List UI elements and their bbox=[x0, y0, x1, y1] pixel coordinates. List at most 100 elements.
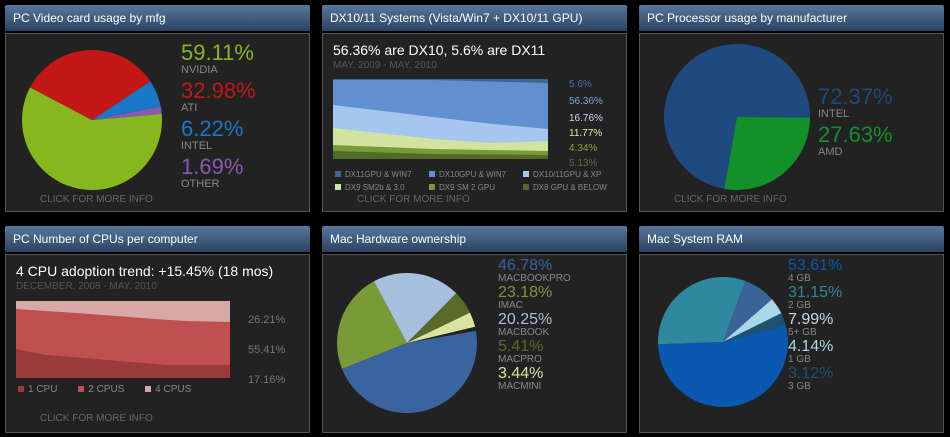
pie-slice-5-gb bbox=[723, 280, 772, 342]
legend-item: 4 CPUS bbox=[145, 384, 191, 395]
more-info-link[interactable]: CLICK FOR MORE INFO bbox=[674, 194, 787, 205]
date-range: DECEMBER, 2008 - MAY, 2010 bbox=[16, 281, 157, 292]
value-nvidia: 59.11% bbox=[181, 40, 254, 65]
legend-item: 1 CPU bbox=[18, 384, 57, 395]
panel-title: PC Number of CPUs per computer bbox=[5, 226, 310, 252]
pie-slice-3-gb bbox=[723, 313, 786, 342]
pie-slice-1-gb bbox=[723, 299, 782, 342]
legend-item: DX9 SM 2 GPU bbox=[429, 183, 523, 192]
pie-slice-macbookpro bbox=[341, 330, 477, 413]
gpu-legend: 59.11% NVIDIA 32.98% ATI 6.22% INTEL 1.69% O… bbox=[181, 42, 256, 194]
pie-slice-macmini bbox=[407, 312, 476, 343]
value-1-cpu: 17.16% bbox=[248, 374, 286, 386]
panel-num-cpus[interactable]: PC Number of CPUs per computer 4 CPU ado… bbox=[5, 226, 310, 433]
dx-area-chart bbox=[333, 79, 548, 159]
label-macbook: MACBOOK bbox=[498, 327, 550, 338]
label-macbookpro: MACBOOKPRO bbox=[498, 273, 571, 284]
pie-slice-ati bbox=[30, 50, 151, 120]
legend-item: 2 CPUS bbox=[78, 384, 124, 395]
pie-slice-4-gb bbox=[658, 325, 788, 407]
value-dx10-xp: 16.76% bbox=[569, 113, 603, 124]
label-2gb: 2 GB bbox=[788, 300, 811, 311]
ram-legend: 53.61% 4 GB 31.15% 2 GB 7.99% 5+ GB 4.14% 1 … bbox=[788, 257, 843, 394]
mac-legend: 46.78% MACBOOKPRO 23.18% IMAC 20.25% MACBOO… bbox=[498, 257, 571, 394]
pie-slice-macbook bbox=[373, 273, 457, 343]
panel-mac-ram[interactable]: Mac System RAM 53.61% 4 GB 31.15% 2 GB 7.9… bbox=[639, 226, 944, 433]
headline: 56.36% are DX10, 5.6% are DX11 bbox=[333, 42, 546, 58]
value-4-cpus: 26.21% bbox=[248, 314, 286, 326]
value-ati: 32.98% bbox=[181, 78, 256, 103]
legend-item: DX8 GPU & BELOW bbox=[523, 183, 623, 192]
value-imac: 23.18% bbox=[498, 284, 553, 301]
legend-item: DX11GPU & WIN7 bbox=[335, 170, 429, 179]
value-5plus-gb: 7.99% bbox=[788, 311, 834, 328]
more-info-link[interactable]: CLICK FOR MORE INFO bbox=[40, 413, 153, 424]
more-info-link[interactable]: CLICK FOR MORE INFO bbox=[40, 194, 153, 205]
value-macmini: 3.44% bbox=[498, 365, 544, 382]
dx-legend: DX11GPU & WIN7 DX10GPU & WIN7 DX10/11GPU… bbox=[335, 170, 625, 192]
value-dx10-win7: 56.36% bbox=[569, 96, 603, 107]
panel-mac-hardware[interactable]: Mac Hardware ownership 46.78% MACBOOKPRO … bbox=[322, 226, 627, 433]
headline: 4 CPU adoption trend: +15.45% (18 mos) bbox=[16, 263, 274, 279]
value-macbookpro: 46.78% bbox=[498, 257, 553, 274]
value-macpro: 5.41% bbox=[498, 338, 544, 355]
processor-pie-chart bbox=[664, 44, 810, 190]
value-1gb: 4.14% bbox=[788, 338, 834, 355]
value-dx9-sm2b: 11.77% bbox=[569, 128, 603, 139]
legend-item: DX10GPU & WIN7 bbox=[429, 170, 523, 179]
value-dx8: 5.13% bbox=[569, 158, 598, 169]
panel-title: PC Video card usage by mfg bbox=[5, 5, 310, 31]
pie-slice-2-gb bbox=[658, 277, 746, 345]
panel-title: Mac System RAM bbox=[639, 226, 944, 252]
label-imac: IMAC bbox=[498, 300, 523, 311]
cpu-values: 26.21% 55.41% 17.16% bbox=[248, 305, 285, 395]
value-intel: 72.37% bbox=[818, 84, 893, 109]
pie-slice-imac bbox=[337, 281, 407, 369]
panel-title: Mac Hardware ownership bbox=[322, 226, 627, 252]
value-intel: 6.22% bbox=[181, 116, 244, 141]
cpu-legend: 1 CPU 2 CPUS 4 CPUS bbox=[18, 384, 191, 395]
panel-processor-mfg[interactable]: PC Processor usage by manufacturer 72.37… bbox=[639, 5, 944, 212]
panel-title: PC Processor usage by manufacturer bbox=[639, 5, 944, 31]
area-dx8 bbox=[333, 151, 548, 159]
label-intel: INTEL bbox=[181, 140, 213, 152]
pie-slice-intel bbox=[664, 44, 810, 189]
pie-slice-other bbox=[92, 106, 162, 120]
pie-slice-intel bbox=[92, 81, 161, 120]
dx-values: 5.6% 56.36% 16.76% 11.77% 4.34% 5.13% bbox=[569, 77, 603, 171]
label-3gb: 3 GB bbox=[788, 381, 811, 392]
pie-slice-nvidia bbox=[22, 87, 162, 190]
value-3gb: 3.12% bbox=[788, 365, 834, 382]
cpu-area-chart bbox=[16, 301, 230, 378]
gpu-pie-chart bbox=[22, 50, 162, 190]
legend-item: DX9 SM2b & 3.0 bbox=[335, 183, 429, 192]
label-ati: ATI bbox=[181, 102, 198, 114]
pie-slice-macpro bbox=[407, 293, 471, 343]
date-range: MAY, 2009 - MAY, 2010 bbox=[333, 60, 437, 71]
label-macpro: MACPRO bbox=[498, 354, 542, 365]
value-other: 1.69% bbox=[181, 154, 244, 179]
panel-dx[interactable]: DX10/11 Systems (Vista/Win7 + DX10/11 GP… bbox=[322, 5, 627, 212]
mac-hardware-pie-chart bbox=[337, 273, 477, 413]
value-macbook: 20.25% bbox=[498, 311, 553, 328]
label-5plus-gb: 5+ GB bbox=[788, 327, 817, 338]
label-other: OTHER bbox=[181, 178, 220, 190]
label-intel: INTEL bbox=[818, 108, 850, 120]
value-dx9-sm2: 4.34% bbox=[569, 143, 598, 154]
label-amd: AMD bbox=[818, 146, 843, 158]
label-1gb: 1 GB bbox=[788, 354, 811, 365]
value-2gb: 31.15% bbox=[788, 284, 843, 301]
pie-slice-amd bbox=[724, 117, 810, 190]
value-4gb: 53.61% bbox=[788, 257, 843, 274]
label-nvidia: NVIDIA bbox=[181, 64, 218, 76]
legend-item: DX10/11GPU & XP bbox=[523, 170, 623, 179]
processor-legend: 72.37% INTEL 27.63% AMD bbox=[818, 86, 893, 162]
area-1-cpu bbox=[16, 349, 230, 378]
value-dx11-win7: 5.6% bbox=[569, 79, 592, 90]
label-4gb: 4 GB bbox=[788, 273, 811, 284]
panel-gpu-mfg[interactable]: PC Video card usage by mfg 59.11% NVIDIA … bbox=[5, 5, 310, 212]
more-info-link[interactable]: CLICK FOR MORE INFO bbox=[357, 194, 470, 205]
mac-ram-pie-chart bbox=[658, 277, 788, 407]
panel-title: DX10/11 Systems (Vista/Win7 + DX10/11 GP… bbox=[322, 5, 627, 31]
value-amd: 27.63% bbox=[818, 122, 893, 147]
